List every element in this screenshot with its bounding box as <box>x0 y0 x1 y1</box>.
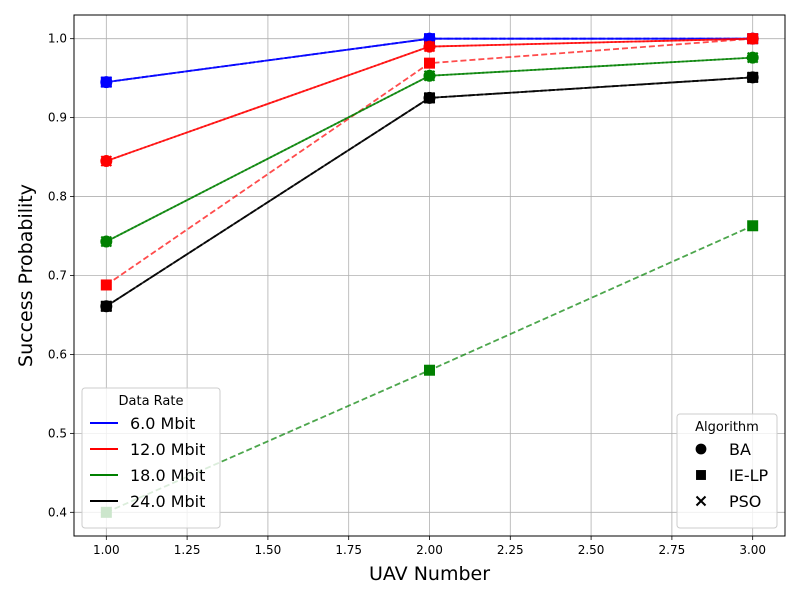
data-point-x <box>746 32 759 45</box>
y-axis-label: Success Probability <box>15 184 37 367</box>
legend-entry-label: BA <box>729 440 751 459</box>
x-tick-label: 1.50 <box>255 543 282 557</box>
legend-entry-label: IE-LP <box>729 466 769 485</box>
x-tick-label: 2.00 <box>416 543 443 557</box>
legend-algorithm-title: Algorithm <box>695 420 759 435</box>
legend-marker-square <box>696 470 706 480</box>
x-marker-stroke <box>423 40 436 53</box>
series-markers <box>100 32 759 518</box>
data-point-x <box>423 40 436 53</box>
legend-algorithm-entries: BA IE-LP PSO <box>695 440 769 511</box>
data-point-square <box>100 279 112 291</box>
y-tick-label: 0.8 <box>48 190 67 204</box>
legend-entry-label: PSO <box>729 492 761 511</box>
x-tick-label: 1.25 <box>174 543 201 557</box>
x-axis-ticks: 1.00 1.25 1.50 1.75 2.00 2.25 2.50 2.75 3.00 <box>93 536 766 557</box>
y-tick-label: 1.0 <box>48 32 67 46</box>
x-marker-stroke <box>100 235 113 248</box>
data-point-x <box>100 155 113 167</box>
data-point-square <box>424 57 435 69</box>
data-point-square <box>424 364 435 376</box>
x-marker-stroke <box>695 495 707 507</box>
x-tick-label: 2.25 <box>497 543 524 557</box>
data-point-x <box>746 71 759 84</box>
legend-entry-label: 6.0 Mbit <box>130 414 195 433</box>
legend-data-rate: Data Rate 6.0 Mbit 12.0 Mbit 18.0 Mbit 24.0… <box>81 387 221 529</box>
x-marker-stroke <box>100 76 113 88</box>
x-tick-label: 3.00 <box>739 543 766 557</box>
data-point-x <box>100 300 113 312</box>
legend-entry-label: 18.0 Mbit <box>130 466 205 485</box>
x-marker-stroke <box>746 71 759 84</box>
data-point-x <box>423 92 436 104</box>
data-point-x <box>746 51 759 64</box>
y-tick-label: 0.9 <box>48 111 67 125</box>
grid <box>74 15 785 536</box>
x-tick-label: 1.75 <box>335 543 362 557</box>
legend-entry-label: 24.0 Mbit <box>130 492 205 511</box>
legend-marker-circle <box>695 443 707 455</box>
legend-algorithm: Algorithm BA IE-LP PSO <box>676 413 778 529</box>
x-tick-label: 2.75 <box>659 543 686 557</box>
y-tick-label: 0.7 <box>48 269 67 283</box>
legend-data-rate-entries: 6.0 Mbit 12.0 Mbit 18.0 Mbit 24.0 Mbit <box>90 414 205 511</box>
y-tick-label: 0.6 <box>48 347 67 361</box>
legend-marker-x <box>695 495 707 507</box>
x-marker-stroke <box>423 70 436 82</box>
data-point-x <box>100 76 113 88</box>
data-point-x <box>423 70 436 82</box>
y-axis-ticks: 0.4 0.5 0.6 0.7 0.8 0.9 1.0 <box>48 32 74 519</box>
x-marker-stroke <box>746 32 759 45</box>
x-tick-label: 1.00 <box>93 543 120 557</box>
x-axis-label: UAV Number <box>369 563 490 585</box>
legend-entry-label: 12.0 Mbit <box>130 440 205 459</box>
y-tick-label: 0.5 <box>48 426 67 440</box>
x-marker-stroke <box>423 92 436 104</box>
series-line <box>106 37 753 83</box>
x-marker-stroke <box>100 300 113 312</box>
data-point-x <box>100 235 113 248</box>
x-marker-stroke <box>746 51 759 64</box>
legend-data-rate-title: Data Rate <box>119 394 184 409</box>
data-point-square <box>747 220 759 232</box>
series-line <box>105 56 753 243</box>
x-tick-label: 2.50 <box>578 543 605 557</box>
y-tick-label: 0.4 <box>48 505 67 519</box>
x-marker-stroke <box>100 155 113 167</box>
